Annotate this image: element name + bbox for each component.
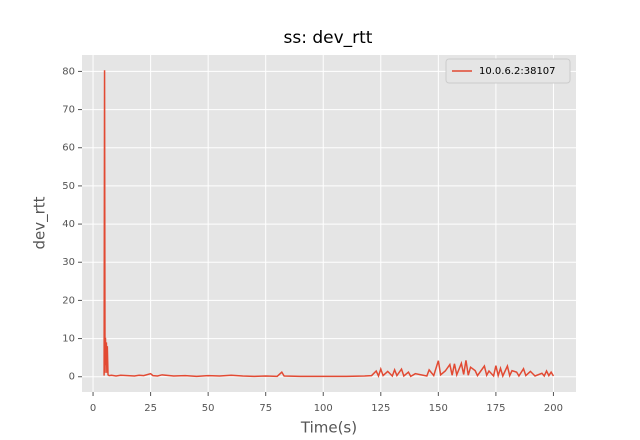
- x-tick-label: 50: [202, 403, 215, 414]
- y-tick-label: 50: [62, 181, 75, 192]
- chart-title: ss: dev_rtt: [284, 28, 373, 48]
- legend-box: [445, 58, 571, 84]
- y-tick-label: 20: [62, 295, 75, 306]
- x-axis-label: Time(s): [300, 419, 357, 437]
- y-axis-label: dev_rtt: [31, 196, 50, 249]
- legend-label: 10.0.6.2:38107: [479, 66, 556, 77]
- line-series: [103, 70, 555, 379]
- y-tick-label: 80: [62, 66, 75, 77]
- x-tick-label: 200: [544, 403, 563, 414]
- y-tick-label: 0: [69, 372, 75, 383]
- y-tick-label: 40: [62, 219, 75, 230]
- x-tick-label: 0: [90, 403, 96, 414]
- x-tick-label: 25: [144, 403, 157, 414]
- y-tick-label: 60: [62, 143, 75, 154]
- x-tick-label: 125: [371, 403, 390, 414]
- x-tick-label: 100: [314, 403, 333, 414]
- y-tick-label: 10: [62, 334, 75, 345]
- x-tick-label: 175: [486, 403, 505, 414]
- plot-area: [82, 55, 576, 392]
- y-tick-label: 70: [62, 105, 75, 116]
- x-tick-label: 150: [429, 403, 448, 414]
- x-tick-label: 75: [259, 403, 272, 414]
- y-tick-label: 30: [62, 257, 75, 268]
